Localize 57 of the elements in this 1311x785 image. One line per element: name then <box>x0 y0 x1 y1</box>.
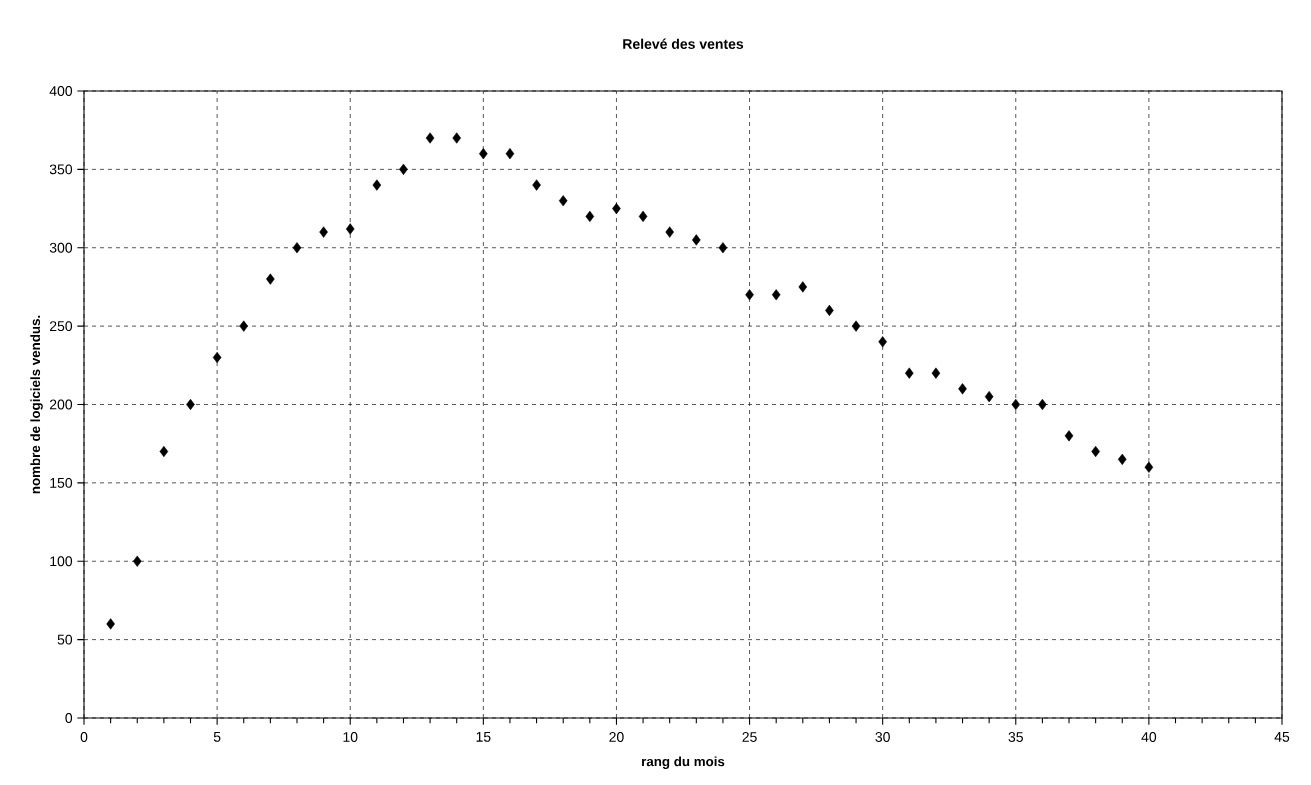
point <box>266 273 275 285</box>
chart-title: Relevé des ventes <box>623 38 744 49</box>
y-tick-label: 150 <box>50 477 73 488</box>
point <box>452 132 461 144</box>
point <box>399 163 408 175</box>
x-tick-label: 45 <box>1274 732 1290 742</box>
point <box>585 210 595 222</box>
y-tick-label: 50 <box>57 634 73 645</box>
point <box>798 281 808 293</box>
point <box>638 210 648 222</box>
point <box>239 320 249 332</box>
y-tick-label: 100 <box>50 556 73 567</box>
point <box>292 242 302 254</box>
point <box>1144 461 1154 473</box>
x-tick-label: 0 <box>80 732 88 742</box>
x-tick-label: 5 <box>213 732 221 742</box>
point <box>345 223 355 235</box>
point <box>665 226 674 238</box>
x-tick-label: 40 <box>1141 732 1157 742</box>
point <box>1064 430 1074 442</box>
x-tick-label: 30 <box>875 732 890 742</box>
point <box>132 555 142 567</box>
point <box>878 336 887 348</box>
point <box>212 351 222 364</box>
point <box>505 148 515 160</box>
point <box>106 618 115 630</box>
x-axis-title: rang du mois <box>642 756 725 769</box>
x-tick-label: 25 <box>742 732 757 742</box>
x-tick-label: 15 <box>476 732 491 742</box>
x-tick-label: 20 <box>609 732 624 742</box>
point <box>931 367 941 379</box>
point <box>851 320 861 332</box>
point <box>372 179 382 191</box>
point <box>718 242 728 254</box>
point <box>958 383 967 395</box>
point <box>771 289 781 301</box>
y-tick-label: 300 <box>49 242 73 253</box>
point <box>692 234 701 246</box>
point <box>1011 398 1021 411</box>
point <box>159 445 169 458</box>
point <box>558 195 568 207</box>
point <box>984 391 994 403</box>
point <box>1118 453 1127 465</box>
y-tick-label: 200 <box>49 399 73 410</box>
y-tick-label: 0 <box>65 713 73 723</box>
y-tick-label: 250 <box>49 321 73 332</box>
y-tick-label: 400 <box>49 86 73 96</box>
point <box>319 226 328 238</box>
point <box>532 179 541 191</box>
point <box>905 367 914 379</box>
x-tick-label: 10 <box>343 732 358 742</box>
y-axis-title: nombre de logiciels vendus. <box>30 315 43 494</box>
point <box>745 289 754 301</box>
y-tick-label: 350 <box>49 164 73 175</box>
point <box>425 132 435 144</box>
x-tick-label: 35 <box>1008 732 1023 742</box>
point <box>479 148 488 160</box>
